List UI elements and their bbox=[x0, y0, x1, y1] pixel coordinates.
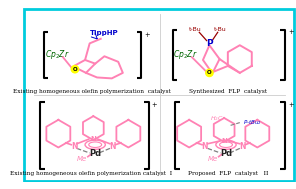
Text: N: N bbox=[239, 142, 246, 151]
Circle shape bbox=[71, 65, 79, 73]
Text: t-Bu: t-Bu bbox=[189, 27, 202, 32]
Text: $H_2C$: $H_2C$ bbox=[210, 115, 224, 123]
Text: N: N bbox=[110, 142, 116, 151]
Text: $Cp_2Zr$: $Cp_2Zr$ bbox=[46, 48, 70, 61]
Text: TippHP: TippHP bbox=[90, 30, 118, 36]
Text: $Cp_2Zr$: $Cp_2Zr$ bbox=[173, 48, 198, 61]
Text: Proposed  FLP  catalyst   II: Proposed FLP catalyst II bbox=[188, 171, 268, 176]
Text: Existing homogeneous olefin polymerization  catalyst: Existing homogeneous olefin polymerizati… bbox=[12, 89, 170, 94]
Circle shape bbox=[206, 69, 213, 77]
Text: t-Bu: t-Bu bbox=[214, 27, 227, 32]
Text: Me: Me bbox=[208, 156, 218, 162]
Text: Synthesized  FLP  catalyst: Synthesized FLP catalyst bbox=[189, 89, 267, 94]
Text: O: O bbox=[73, 67, 77, 72]
Text: N: N bbox=[221, 138, 227, 144]
Text: N: N bbox=[90, 136, 96, 142]
Text: $^+$: $^+$ bbox=[287, 102, 295, 112]
Text: $^+$: $^+$ bbox=[150, 102, 159, 112]
Text: N: N bbox=[71, 142, 77, 151]
Text: Existing homogeneous olefin polymerization catalyst  I: Existing homogeneous olefin polymerizati… bbox=[10, 171, 173, 176]
Text: P: P bbox=[206, 39, 213, 48]
Text: $^+$: $^+$ bbox=[143, 32, 151, 42]
FancyBboxPatch shape bbox=[24, 9, 294, 181]
Text: O: O bbox=[207, 70, 212, 75]
Text: N: N bbox=[202, 142, 208, 151]
Text: $^+$: $^+$ bbox=[287, 29, 295, 40]
Text: Pd: Pd bbox=[89, 149, 101, 158]
Text: $P\text{-}tBu_2$: $P\text{-}tBu_2$ bbox=[243, 118, 261, 127]
Text: Pd: Pd bbox=[220, 149, 232, 158]
Text: Me: Me bbox=[77, 156, 87, 162]
